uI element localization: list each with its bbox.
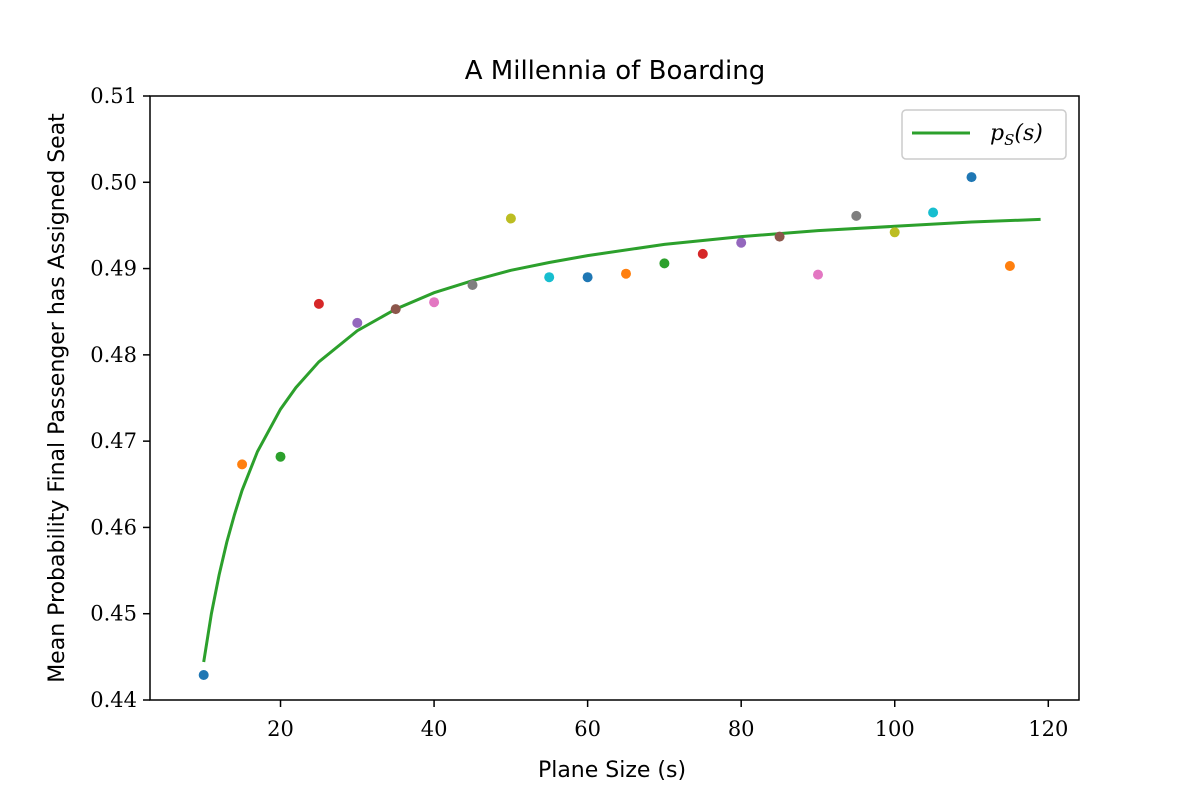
axes-frame xyxy=(149,95,1080,701)
x-tick-label: 80 xyxy=(728,717,755,741)
plot-area xyxy=(149,95,1080,701)
data-point xyxy=(237,459,248,470)
legend: pS(s) xyxy=(901,109,1067,160)
data-point xyxy=(928,207,939,218)
data-point xyxy=(697,248,708,259)
data-point xyxy=(467,280,478,290)
y-tick-label: 0.46 xyxy=(90,515,137,539)
x-axis: 20 40 60 80 100 120 xyxy=(267,700,1068,741)
data-point xyxy=(813,269,823,280)
x-tick-label: 100 xyxy=(875,717,915,741)
data-point xyxy=(198,670,209,680)
y-tick-label: 0.50 xyxy=(90,170,137,194)
legend-box xyxy=(901,109,1067,160)
y-axis-label: Mean Probability Final Passenger has Ass… xyxy=(45,113,70,683)
x-tick-label: 60 xyxy=(574,717,601,741)
legend-label: pS(s) xyxy=(990,121,1043,149)
chart-title: A Millennia of Boarding xyxy=(465,56,765,86)
data-point xyxy=(851,210,862,221)
y-tick-label: 0.45 xyxy=(90,602,137,626)
data-point xyxy=(544,272,555,283)
data-point xyxy=(390,304,401,315)
y-tick-label: 0.47 xyxy=(90,429,137,453)
data-point xyxy=(736,237,747,248)
x-tick-label: 20 xyxy=(267,717,294,741)
y-tick-label: 0.51 xyxy=(90,84,137,108)
x-tick-label: 120 xyxy=(1028,717,1068,741)
x-axis-label: Plane Size (s) xyxy=(538,758,686,783)
data-point xyxy=(889,227,900,238)
data-point xyxy=(429,297,440,308)
data-point xyxy=(313,298,324,309)
data-point xyxy=(621,268,631,279)
y-axis: 0.44 0.45 0.46 0.47 0.48 0.49 0.50 0.51 xyxy=(90,84,150,712)
series-line-p-s xyxy=(202,217,1041,663)
data-point xyxy=(505,213,516,224)
x-tick-label: 40 xyxy=(421,717,448,741)
data-point xyxy=(966,172,977,183)
data-point xyxy=(659,258,670,269)
y-tick-label: 0.44 xyxy=(90,688,137,712)
data-point xyxy=(774,231,785,242)
data-point xyxy=(352,317,363,328)
y-tick-label: 0.49 xyxy=(90,257,137,281)
y-tick-label: 0.48 xyxy=(90,343,137,367)
data-point xyxy=(275,451,286,462)
data-point xyxy=(582,272,593,283)
data-point xyxy=(1004,261,1015,271)
